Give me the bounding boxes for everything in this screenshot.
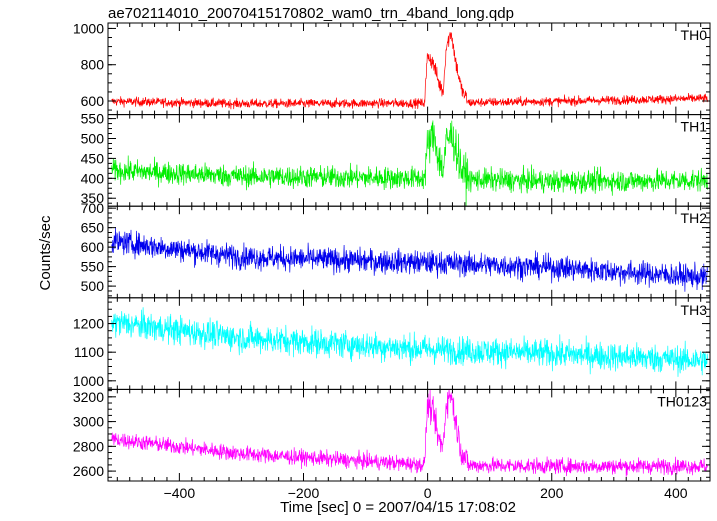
y-tick-label: 500 (81, 278, 105, 294)
y-tick-label: 1100 (74, 344, 104, 360)
series-line-th1 (111, 120, 708, 207)
y-tick-label: 650 (81, 220, 105, 236)
y-tick-label: 600 (81, 93, 105, 109)
y-tick-label: 450 (81, 150, 105, 166)
panel-th0123: 2600 2800 3000 3200 TH0123 (73, 388, 711, 482)
panel-label-th1: TH1 (681, 119, 708, 135)
y-tick-label: 550 (81, 111, 105, 127)
series-line-th2 (111, 227, 708, 292)
series-line-th0 (111, 31, 708, 110)
y-tick-label: 2600 (73, 463, 104, 479)
panel-frame (107, 114, 711, 207)
y-tick-label: 600 (81, 239, 105, 255)
panel-label-th0: TH0 (681, 27, 708, 43)
y-tick-label: 3000 (73, 414, 104, 430)
x-tick-label: −400 (164, 485, 196, 501)
y-tick-label: 1000 (73, 373, 104, 389)
y-tick-label: 1000 (73, 20, 104, 36)
panel-label-th3: TH3 (681, 302, 708, 318)
x-tick-label: 0 (424, 485, 432, 501)
y-tick-label: 550 (81, 259, 105, 275)
panel-label-th0123: TH0123 (657, 393, 707, 409)
panel-label-th2: TH2 (681, 210, 708, 226)
y-tick-label: 350 (81, 190, 105, 206)
y-tick-label: 700 (81, 200, 105, 216)
y-tick-label: 400 (81, 170, 105, 186)
y-tick-label: 800 (81, 57, 105, 73)
x-tick-label: 400 (664, 485, 688, 501)
x-tick-label: 200 (540, 485, 564, 501)
panel-frame (107, 388, 711, 482)
y-axis-label: Counts/sec (37, 215, 54, 291)
figure-title: ae702114010_20070415170802_wam0_trn_4ban… (108, 5, 514, 22)
series-line-th3 (111, 307, 708, 377)
panel-th1: 350 400 450 500 550 TH1 (81, 111, 711, 207)
x-axis-label: Time [sec] 0 = 2007/04/15 17:08:02 (280, 499, 516, 516)
x-tick-label: −200 (288, 485, 320, 501)
panel-th3: 1000 1100 1200 TH3 (73, 297, 711, 390)
y-tick-label: 2800 (73, 438, 104, 454)
panel-th2: 500 550 600 650 700 TH2 (81, 200, 711, 299)
y-tick-label: 500 (81, 130, 105, 146)
panel-th0: 600 800 1000 TH0 (73, 20, 711, 116)
y-tick-label: 1200 (73, 316, 104, 332)
y-tick-label: 3200 (73, 389, 104, 405)
series-line-th0123 (111, 389, 708, 477)
